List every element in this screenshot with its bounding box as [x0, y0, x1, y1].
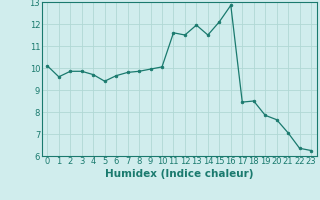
X-axis label: Humidex (Indice chaleur): Humidex (Indice chaleur) [105, 169, 253, 179]
